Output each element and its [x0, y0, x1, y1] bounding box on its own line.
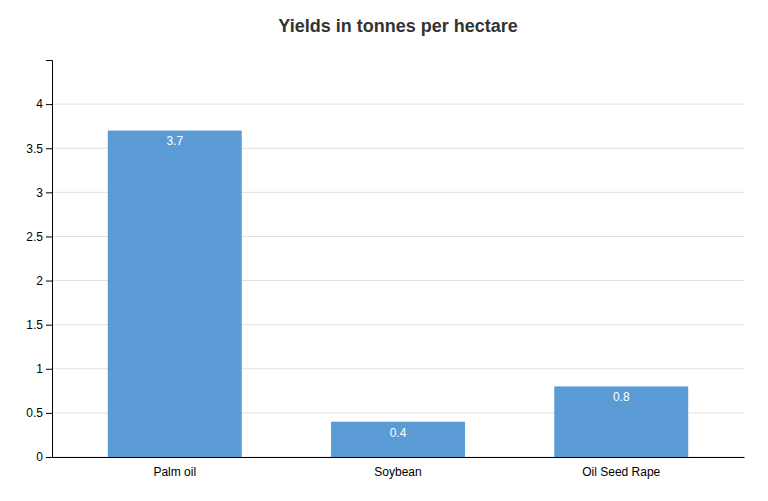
y-tick: 0.5 [26, 406, 52, 420]
chart-title: Yields in tonnes per hectare [278, 16, 517, 36]
x-tick: Soybean [374, 457, 421, 479]
bar [554, 386, 688, 457]
axis-line [46, 61, 53, 458]
tick-mark [46, 281, 52, 282]
y-tick: 2.5 [26, 230, 52, 244]
data-label: 3.7 [166, 134, 183, 148]
tick-label: 4 [36, 97, 43, 111]
tick-mark [46, 236, 52, 237]
tick-label: 2 [36, 274, 43, 288]
plot-area: 0 0.5 1 1.5 2 2.5 3 3.5 4 Palm oil Soybean Oil Seed… [26, 61, 744, 479]
y-tick: 3.5 [26, 142, 52, 156]
tick-label: 0 [36, 450, 43, 464]
chart-svg: 0 0.5 1 1.5 2 2.5 3 3.5 4 Palm oil Soybean Oil Seed… [0, 0, 768, 501]
tick-label: Palm oil [153, 465, 196, 479]
tick-label: Soybean [374, 465, 421, 479]
tick-label: 0.5 [26, 406, 43, 420]
tick-mark [46, 413, 52, 414]
bars [108, 131, 688, 457]
grid-line [52, 104, 744, 105]
tick-label: 2.5 [26, 230, 43, 244]
tick-mark [46, 148, 52, 149]
tick-mark [46, 457, 52, 458]
data-label: 0.4 [390, 426, 407, 440]
y-tick: 0 [36, 450, 52, 464]
bar [331, 422, 465, 457]
axis-line [53, 457, 745, 458]
y-tick: 1 [36, 362, 52, 376]
tick-mark [46, 325, 52, 326]
tick-mark [46, 104, 52, 105]
grid [52, 104, 744, 457]
tick-label: 3.5 [26, 142, 43, 156]
x-tick: Oil Seed Rape [582, 457, 660, 479]
y-tick: 4 [36, 97, 52, 111]
data-label: 0.8 [613, 390, 630, 404]
y-axis: 0 0.5 1 1.5 2 2.5 3 3.5 4 [26, 61, 52, 465]
bar [108, 131, 242, 457]
y-tick: 3 [36, 186, 52, 200]
tick-label: Oil Seed Rape [582, 465, 660, 479]
tick-label: 1 [36, 362, 43, 376]
tick-mark [46, 369, 52, 370]
x-axis: Palm oil Soybean Oil Seed Rape [53, 457, 745, 479]
tick-label: 1.5 [26, 318, 43, 332]
tick-mark [46, 192, 52, 193]
data-labels: 3.7 0.4 0.8 [166, 134, 629, 439]
x-tick: Palm oil [153, 457, 196, 479]
tick-label: 3 [36, 186, 43, 200]
y-tick: 1.5 [26, 318, 52, 332]
chart-container: 0 0.5 1 1.5 2 2.5 3 3.5 4 Palm oil Soybean Oil Seed… [0, 0, 768, 501]
y-tick: 2 [36, 274, 52, 288]
